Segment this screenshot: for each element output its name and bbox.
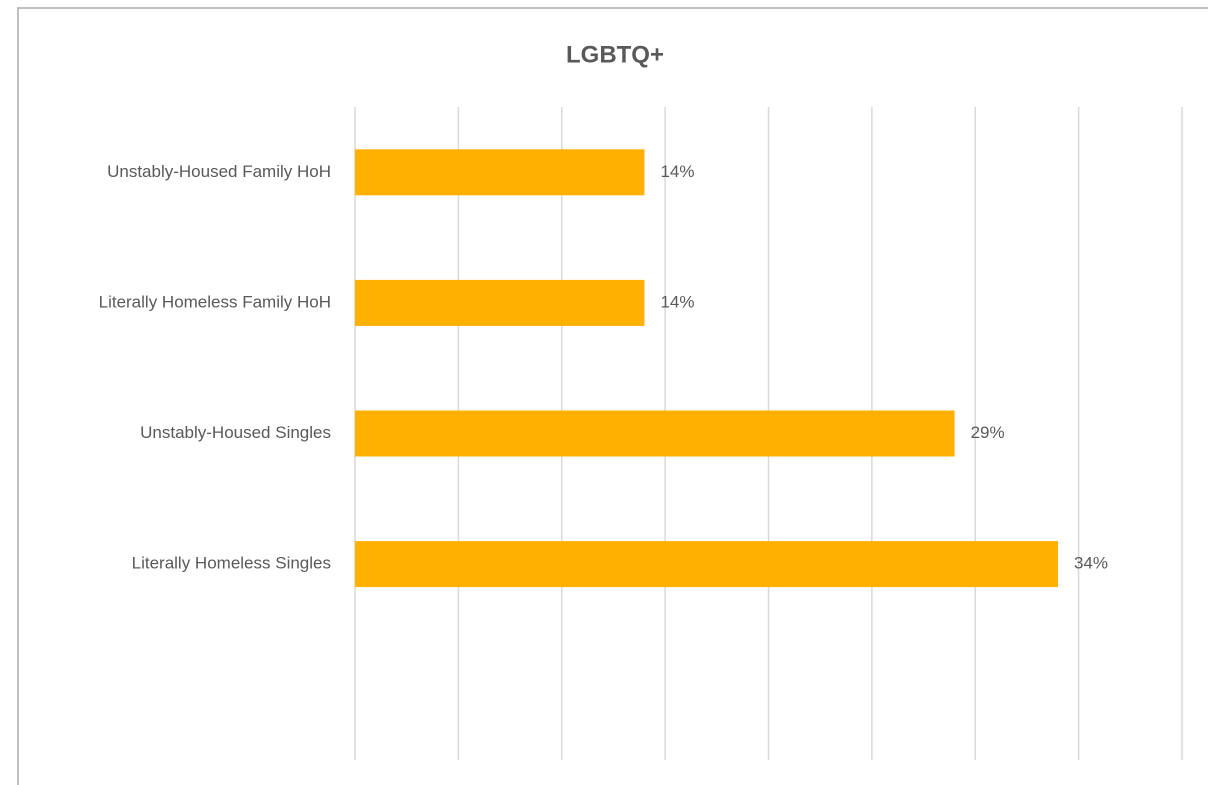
bar <box>355 149 645 196</box>
data-label: 14% <box>660 292 694 311</box>
bar <box>355 541 1058 588</box>
chart-border <box>17 7 1208 785</box>
bar <box>355 279 645 326</box>
y-tick-label: Literally Homeless Singles <box>132 554 331 573</box>
bar <box>355 410 955 457</box>
data-label: 29% <box>971 423 1005 442</box>
y-tick-label: Unstably-Housed Singles <box>140 423 331 442</box>
y-tick-label: Literally Homeless Family HoH <box>99 292 331 311</box>
data-label: 34% <box>1074 554 1108 573</box>
data-label: 14% <box>660 162 694 181</box>
chart-title: LGBTQ+ <box>566 41 664 68</box>
y-tick-label: Unstably-Housed Family HoH <box>107 162 331 181</box>
